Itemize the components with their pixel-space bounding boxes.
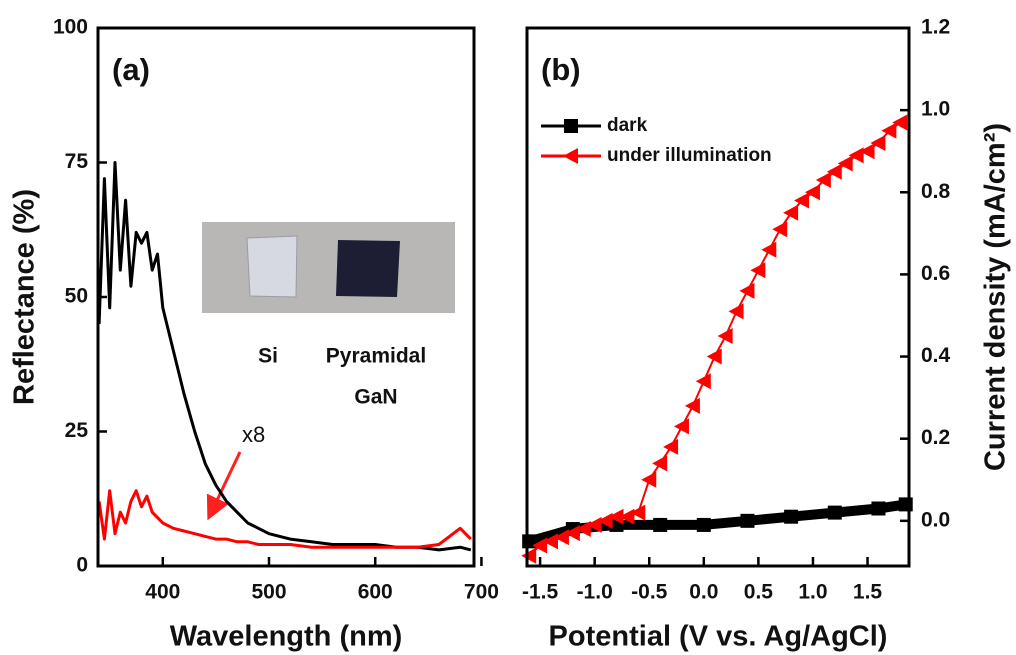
marker [673, 418, 689, 435]
marker [630, 504, 646, 521]
marker [641, 471, 657, 488]
gan-sample [336, 240, 400, 297]
x-axis-title: Wavelength (nm) [170, 621, 403, 653]
y-tick-label: 100 [53, 16, 88, 39]
x-tick-label: 1.0 [798, 581, 827, 604]
marker [653, 517, 668, 532]
y-tick-label: 0.0 [921, 508, 950, 531]
marker [772, 221, 788, 238]
marker [898, 497, 913, 512]
y-axis-title: Reflectance (%) [9, 189, 41, 405]
si-sample [246, 235, 298, 298]
inset-label: GaN [354, 386, 397, 409]
panel-label: (b) [541, 52, 581, 87]
x-tick-label: 0.0 [689, 581, 718, 604]
x-tick-label: -1.0 [577, 581, 613, 604]
panel-label: (a) [112, 52, 150, 87]
marker [815, 171, 831, 188]
x-tick-label: 600 [358, 581, 393, 604]
y-tick-label: 0.2 [921, 426, 950, 449]
data-line [97, 489, 472, 549]
marker [794, 192, 810, 209]
inset-photo [202, 222, 455, 313]
x-tick-label: -1.5 [522, 581, 559, 604]
x-tick-label: 1.5 [853, 581, 883, 604]
y-tick-label: 1.2 [921, 16, 950, 39]
marker [521, 547, 537, 564]
y-tick-label: 0.8 [921, 180, 951, 203]
marker [663, 438, 679, 455]
x-tick-label: 0.5 [744, 581, 774, 604]
plot-area [521, 114, 913, 564]
y-tick-label: 0 [76, 554, 88, 577]
marker [684, 397, 700, 414]
y-tick-label: 0.4 [921, 344, 951, 367]
marker [706, 348, 722, 365]
x-tick-label: 400 [145, 581, 180, 604]
marker [750, 262, 766, 279]
arrow [206, 451, 242, 521]
marker [837, 155, 853, 172]
x-tick-label: 500 [251, 581, 286, 604]
marker [804, 184, 820, 201]
marker [881, 122, 897, 139]
marker [652, 455, 668, 472]
legend-label: dark [607, 115, 648, 136]
x-axis-title: Potential (V vs. Ag/AgCl) [549, 621, 888, 653]
marker [892, 114, 908, 131]
marker [717, 328, 733, 345]
marker [728, 303, 744, 320]
y-tick-label: 75 [65, 150, 89, 173]
annotation: x8 [242, 422, 265, 447]
y-tick-label: 0.6 [921, 262, 950, 285]
marker [695, 373, 711, 390]
x-tick-label: -0.5 [631, 581, 668, 604]
marker [739, 282, 755, 299]
marker [826, 163, 842, 180]
marker [859, 143, 875, 160]
plot-frame [96, 26, 476, 568]
y-axis-title: Current density (mA/cm²) [980, 123, 1012, 471]
marker [740, 513, 755, 528]
marker [827, 505, 842, 520]
data-line [97, 161, 472, 552]
inset-label: Pyramidal [326, 345, 426, 368]
marker [870, 134, 886, 151]
marker [761, 241, 777, 258]
plot-area [97, 161, 472, 552]
data-line [527, 499, 907, 547]
marker [871, 501, 886, 516]
y-tick-label: 50 [65, 285, 88, 308]
inset-label: Si [258, 345, 278, 368]
marker [696, 517, 711, 532]
data-line [528, 121, 901, 557]
legend-label: under illumination [607, 145, 772, 166]
marker [783, 204, 799, 221]
x-tick-label: 700 [464, 581, 499, 604]
legend-marker [564, 119, 578, 133]
legend-marker [563, 148, 578, 164]
marker [784, 509, 799, 524]
y-tick-label: 1.0 [921, 98, 950, 121]
marker [608, 508, 624, 525]
plot-frame [525, 26, 911, 568]
y-tick-label: 25 [65, 419, 89, 442]
